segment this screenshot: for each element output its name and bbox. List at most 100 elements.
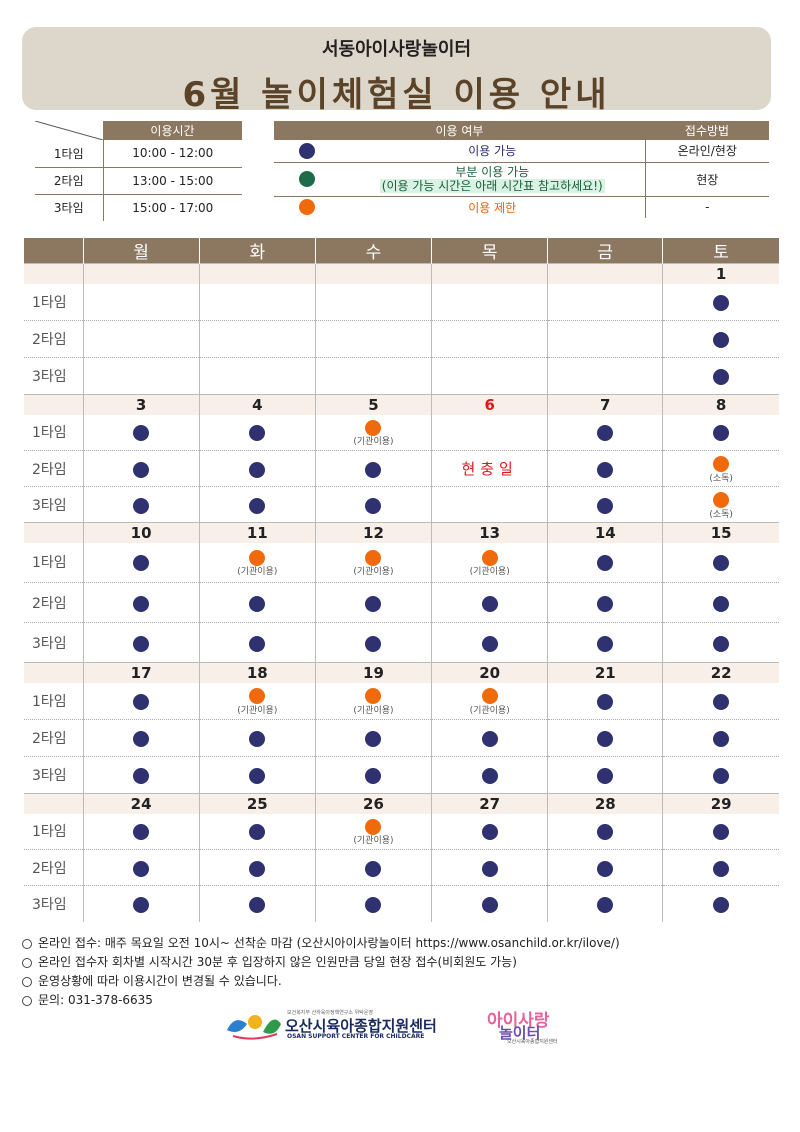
day-header: 목 [431,238,548,264]
date-row: 1 [24,263,779,284]
date-cell: 25 [198,793,316,814]
date-row: 10 11 12 13 14 15 [24,522,779,543]
navy-dot-icon [249,425,266,442]
slot-cell [82,682,200,720]
navy-dot-icon [365,731,382,747]
note-item: 운영상황에 따라 이용시간이 변경될 수 있습니다. [22,972,620,991]
navy-dot-icon [713,731,730,747]
slot-cell [431,486,548,523]
slot-cell: (소독) [662,486,779,523]
time-row: 3타임 15:00 - 17:00 [35,194,242,221]
slot-cell [198,450,316,487]
date-cell: 29 [662,793,779,814]
date-cell: 1 [662,263,779,284]
legend-method-text: 온라인/현장 [644,140,769,163]
day-header: 월 [82,238,200,264]
page-title: 6월 놀이체험실 이용 안내 [182,75,611,115]
slot-cell [547,450,663,487]
date-cell [82,263,200,284]
slot-cell [662,813,779,850]
time-row-label: 1타임 [35,140,104,168]
legend-partial-text: 부분 이용 가능 [455,165,530,179]
slot-label: 3타임 [32,896,67,913]
navy-dot-icon [481,595,498,612]
slot-cell [82,320,200,358]
slot-row: 1타임 (기관이용) [24,813,779,850]
slot-row: 3타임 [24,885,779,922]
slot-cell [82,450,200,487]
slot-cell [662,414,779,451]
navy-dot-icon [133,595,150,612]
slot-cell [547,849,663,886]
slot-cell [662,719,779,757]
navy-dot-icon [133,768,150,784]
slot-label: 3타임 [32,768,67,784]
orange-dot-icon [365,549,382,566]
slot-cell [547,813,663,850]
slot-cell [431,357,548,395]
time-row-value: 13:00 - 15:00 [103,167,242,195]
legend-partial-note: (이용 가능 시간은 아래 시간표 참고하세요!) [379,179,605,193]
slot-row: 2타임 [24,582,779,623]
slot-row: 2타임 [24,719,779,757]
date-row-spacer [24,263,83,284]
slot-label: 2타임 [24,849,83,886]
slot-label: 1타임 [24,542,83,583]
slot-cell [198,719,316,757]
slot-row: 2타임 [24,849,779,886]
date-row-spacer [24,662,83,683]
slot-row: 1타임 (기관이용) [24,414,779,451]
orange-dot-icon [481,688,498,705]
date-row-spacer [24,522,83,543]
slot-cell [82,486,200,523]
navy-dot-icon [713,860,730,877]
slot-cell: (기관이용) [314,682,432,720]
navy-dot-icon [597,860,614,877]
day-header: 수 [314,238,432,264]
orange-dot-icon [713,456,730,472]
slot-cell [314,357,432,395]
navy-dot-icon [597,824,614,841]
slot-cell [82,283,200,321]
slot-cell [82,885,200,922]
navy-dot-icon [365,896,382,913]
slot-cell [82,756,200,794]
slot-cell [547,719,663,757]
slot-cell [547,414,663,451]
calendar: 월 화 수 목 금 토 1 1타임 2타임 3타임 3 4 5 6 7 8 1타임 (기관이용) 2타임… [24,238,779,922]
green-dot-icon [299,171,315,187]
orange-dot-icon [249,688,266,705]
slot-row: 3타임 [24,756,779,794]
playground-logo-line2: 놀이터 [499,1024,541,1042]
center-logo-tagline: 보건복지부 산하육아정책연구소 위탁운영 [287,1010,373,1016]
slot-cell [314,756,432,794]
slot-cell [314,622,432,663]
orange-dot-icon [299,199,315,216]
navy-dot-icon [365,461,382,478]
slot-cell [431,320,548,358]
slot-label: 1타임 [24,682,83,720]
navy-dot-icon [133,635,150,652]
navy-dot-icon [713,425,730,442]
slot-note: (기관이용) [353,705,394,716]
date-cell: 8 [662,394,779,415]
time-row-label: 2타임 [35,167,104,195]
date-row: 17 18 19 20 21 22 [24,662,779,683]
legend-row-available: 이용 가능 온라인/현장 [274,140,769,163]
date-cell: 14 [547,522,663,543]
date-row-spacer [24,793,83,814]
slot-cell [314,486,432,523]
note-item: 온라인 접수자 회차별 시작시간 30분 후 입장하지 않은 인원만큼 당일 현… [22,953,620,972]
date-cell: 22 [662,662,779,683]
slot-row: 3타임 (소독) [24,486,779,523]
slot-cell [82,582,200,623]
orange-dot-icon [365,688,382,705]
slot-cell [82,622,200,663]
slot-cell [198,414,316,451]
date-cell: 13 [431,522,548,543]
navy-dot-icon [597,461,614,478]
date-cell [547,263,663,284]
playground-logo-line1: 아이사랑 [487,1011,550,1031]
playground-logo: 아이사랑 놀이터 오산시육아종합지원센터 [485,1006,585,1046]
navy-dot-icon [249,461,266,478]
